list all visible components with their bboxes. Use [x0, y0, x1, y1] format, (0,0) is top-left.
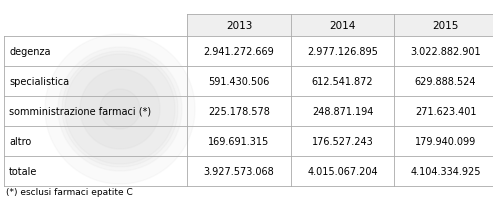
Text: 176.527.243: 176.527.243 — [312, 136, 373, 146]
Text: 179.940.099: 179.940.099 — [415, 136, 476, 146]
Text: specialistica: specialistica — [9, 77, 69, 86]
Text: 2014: 2014 — [329, 21, 355, 31]
Text: 271.623.401: 271.623.401 — [415, 106, 476, 116]
Polygon shape — [62, 52, 178, 167]
Text: somministrazione farmaci (*): somministrazione farmaci (*) — [9, 106, 151, 116]
Bar — [394, 15, 493, 37]
Text: 3.927.573.068: 3.927.573.068 — [204, 166, 275, 176]
Polygon shape — [65, 55, 175, 164]
Polygon shape — [80, 70, 160, 149]
Text: 225.178.578: 225.178.578 — [208, 106, 270, 116]
Text: 4.015.067.204: 4.015.067.204 — [307, 166, 378, 176]
Text: 2013: 2013 — [226, 21, 252, 31]
Text: 4.104.334.925: 4.104.334.925 — [410, 166, 481, 176]
Text: totale: totale — [9, 166, 37, 176]
Bar — [291, 15, 394, 37]
Polygon shape — [100, 90, 140, 129]
Text: 3.022.882.901: 3.022.882.901 — [410, 47, 481, 57]
Text: 629.888.524: 629.888.524 — [415, 77, 476, 86]
Text: altro: altro — [9, 136, 31, 146]
Bar — [187, 15, 291, 37]
Text: degenza: degenza — [9, 47, 50, 57]
Text: 591.430.506: 591.430.506 — [209, 77, 270, 86]
Text: 612.541.872: 612.541.872 — [312, 77, 373, 86]
Text: 2.941.272.669: 2.941.272.669 — [204, 47, 275, 57]
Text: (*) esclusi farmaci epatite C: (*) esclusi farmaci epatite C — [6, 187, 133, 196]
Polygon shape — [45, 35, 195, 184]
Text: 2015: 2015 — [432, 21, 458, 31]
Text: 169.691.315: 169.691.315 — [209, 136, 270, 146]
Polygon shape — [58, 48, 182, 171]
Text: 248.871.194: 248.871.194 — [312, 106, 373, 116]
Text: 2.977.126.895: 2.977.126.895 — [307, 47, 378, 57]
